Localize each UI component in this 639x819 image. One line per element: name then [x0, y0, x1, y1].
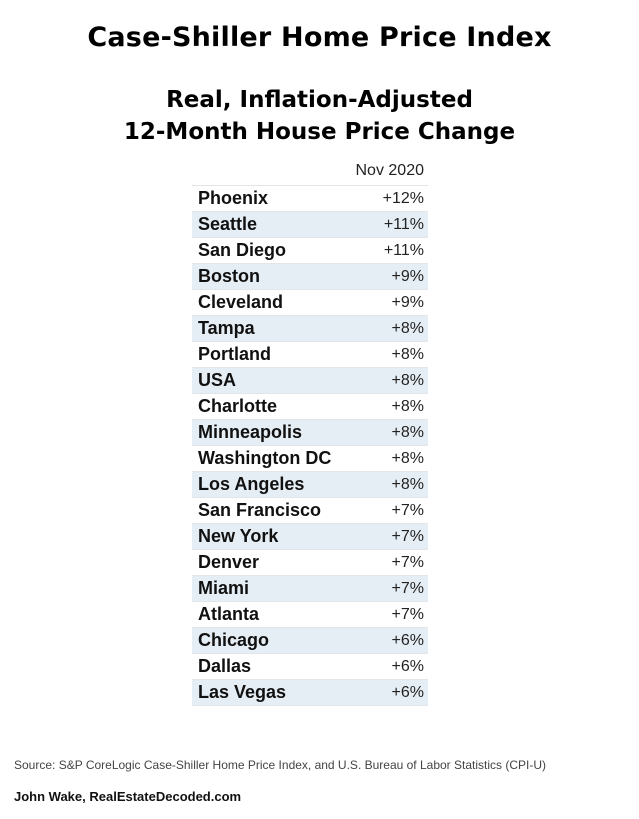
table-row: Chicago +6%	[192, 627, 428, 653]
city-label: Denver	[198, 552, 260, 572]
price-change-value: +6%	[391, 657, 424, 675]
city-label: Cleveland	[198, 292, 284, 312]
table-row: Atlanta +7%	[192, 601, 428, 627]
table-row: Portland +8%	[192, 341, 428, 367]
table-row: Charlotte +8%	[192, 393, 428, 419]
table-row: Las Vegas +6%	[192, 679, 428, 705]
city-label: Las Vegas	[198, 682, 287, 702]
city-label: Los Angeles	[198, 474, 305, 494]
table-row: Los Angeles +8%	[192, 471, 428, 497]
price-change-value: +7%	[391, 579, 424, 597]
city-label: San Francisco	[198, 500, 322, 520]
price-change-value: +8%	[391, 319, 424, 337]
chart-title: Case-Shiller Home Price Index	[87, 22, 552, 53]
price-change-value: +9%	[391, 267, 424, 285]
city-label: Dallas	[198, 656, 252, 676]
column-header: Nov 2020	[355, 162, 425, 179]
price-change-value: +7%	[391, 527, 424, 545]
price-change-value: +6%	[391, 631, 424, 649]
table-row: Dallas +6%	[192, 653, 428, 679]
table-row: Washington DC +8%	[192, 445, 428, 471]
city-label: Miami	[198, 578, 250, 598]
price-change-value: +8%	[391, 345, 424, 363]
table-row: Boston +9%	[192, 263, 428, 289]
table-row: Miami +7%	[192, 575, 428, 601]
city-label: Seattle	[198, 214, 258, 234]
price-change-value: +8%	[391, 371, 424, 389]
table-row: USA +8%	[192, 367, 428, 393]
city-label: Minneapolis	[198, 422, 303, 442]
author-credit: John Wake, RealEstateDecoded.com	[14, 789, 242, 804]
price-change-table: Phoenix +12% Seattle +11% San Diego +11% Bosto…	[192, 185, 428, 706]
table-row: San Francisco +7%	[192, 497, 428, 523]
price-change-value: +7%	[391, 553, 424, 571]
table-row: Cleveland +9%	[192, 289, 428, 315]
price-change-value: +12%	[382, 189, 424, 207]
city-label: USA	[198, 370, 237, 390]
table-row: New York +7%	[192, 523, 428, 549]
city-label: New York	[198, 526, 279, 546]
city-label: Washington DC	[198, 448, 332, 468]
price-change-value: +11%	[383, 241, 424, 259]
table-row: Minneapolis +8%	[192, 419, 428, 445]
city-label: Chicago	[198, 630, 270, 650]
price-change-value: +9%	[391, 293, 424, 311]
subtitle-line-2: 12-Month House Price Change	[123, 119, 516, 145]
price-change-value: +8%	[391, 423, 424, 441]
table-row: Seattle +11%	[192, 211, 428, 237]
city-label: San Diego	[198, 240, 287, 260]
chart-subtitle: Real, Inflation-Adjusted 12-Month House …	[0, 84, 639, 148]
price-change-value: +8%	[391, 397, 424, 415]
subtitle-line-1: Real, Inflation-Adjusted	[166, 87, 473, 113]
table-row: Denver +7%	[192, 549, 428, 575]
city-label: Phoenix	[198, 188, 269, 208]
table-row: Phoenix +12%	[192, 185, 428, 211]
table-row: Tampa +8%	[192, 315, 428, 341]
price-change-value: +7%	[391, 605, 424, 623]
city-label: Tampa	[198, 318, 255, 338]
price-change-value: +11%	[383, 215, 424, 233]
price-change-value: +6%	[391, 683, 424, 701]
price-change-value: +7%	[391, 501, 424, 519]
source-note: Source: S&P CoreLogic Case-Shiller Home …	[14, 758, 547, 772]
price-change-value: +8%	[391, 449, 424, 467]
table-row: San Diego +11%	[192, 237, 428, 263]
city-label: Boston	[198, 266, 260, 286]
price-change-value: +8%	[391, 475, 424, 493]
city-label: Portland	[198, 344, 272, 364]
city-label: Atlanta	[198, 604, 260, 624]
city-label: Charlotte	[198, 396, 278, 416]
